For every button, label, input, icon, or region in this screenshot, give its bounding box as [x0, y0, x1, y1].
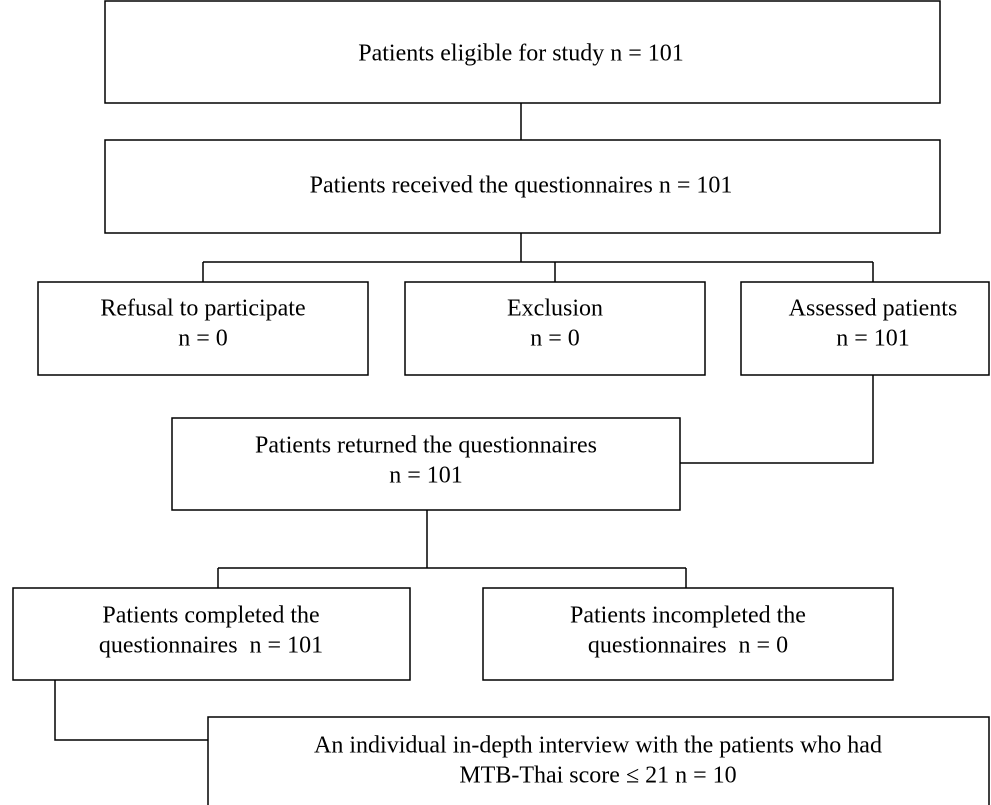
node-text: MTB-Thai score ≤ 21 n = 10 [459, 763, 736, 789]
node-text: Patients received the questionnaires n =… [310, 173, 733, 199]
node-text: n = 0 [178, 326, 228, 352]
node-text: Patients completed the [102, 603, 319, 629]
node-text: n = 101 [389, 463, 463, 489]
node-text: questionnaires n = 0 [588, 633, 788, 659]
node-text: questionnaires n = 101 [99, 633, 323, 659]
node-text: Assessed patients [789, 296, 958, 322]
boxes [12, 0, 990, 805]
box [104, 139, 941, 234]
box [12, 587, 411, 681]
labels: Patients eligible for study n = 101 Pati… [99, 41, 957, 789]
box [171, 417, 681, 511]
node-text: n = 0 [530, 326, 580, 352]
node-text: Exclusion [507, 296, 603, 322]
connector [54, 680, 208, 741]
box [404, 281, 706, 376]
node-text: Patients incompleted the [570, 603, 806, 629]
node-text: Patients eligible for study n = 101 [358, 41, 684, 67]
box [37, 281, 369, 376]
node-text: Refusal to participate [100, 296, 305, 322]
node-text: An individual in-depth interview with th… [314, 733, 882, 759]
box [207, 716, 990, 805]
node-text: n = 101 [836, 326, 910, 352]
connector [680, 375, 874, 464]
box [740, 281, 990, 376]
connectors [54, 103, 874, 741]
box [482, 587, 894, 681]
box [104, 0, 941, 104]
node-text: Patients returned the questionnaires [255, 433, 597, 459]
